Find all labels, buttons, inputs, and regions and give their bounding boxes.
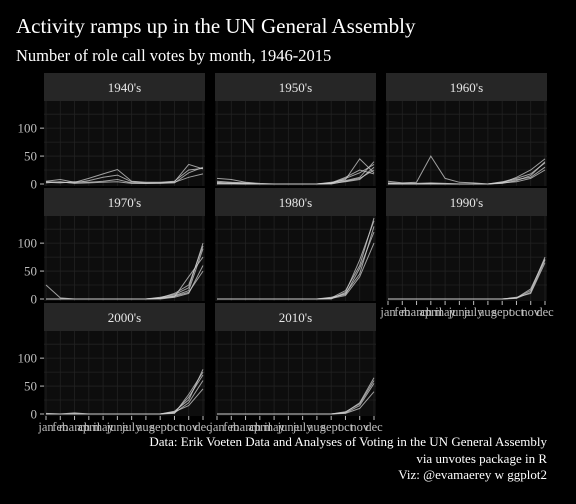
facet-strip-label: 1960's bbox=[450, 80, 483, 95]
y-tick-label: 100 bbox=[18, 121, 38, 136]
caption-line-source: Data: Erik Voeten Data and Analyses of V… bbox=[149, 434, 547, 449]
facet-strip-label: 1940's bbox=[108, 80, 141, 95]
facet-strip bbox=[215, 303, 376, 331]
x-tick-label: nov bbox=[350, 420, 370, 434]
x-tick-label: feb bbox=[394, 305, 410, 319]
panel-background bbox=[215, 331, 376, 416]
x-tick-label: jan bbox=[379, 305, 396, 319]
x-tick-label: june bbox=[448, 305, 471, 319]
y-tick-label: 100 bbox=[18, 351, 38, 366]
facet-strip-label: 1970's bbox=[108, 195, 141, 210]
facet-strip bbox=[44, 73, 205, 101]
x-tick-label: sept bbox=[321, 420, 342, 434]
x-tick-label: may bbox=[92, 420, 114, 434]
x-tick-label: dec bbox=[194, 420, 212, 434]
y-tick-label: 0 bbox=[31, 177, 38, 192]
panel-background bbox=[44, 216, 205, 301]
x-tick-label: aug bbox=[137, 420, 156, 434]
y-tick-label: 100 bbox=[18, 236, 38, 251]
panel-background bbox=[44, 331, 205, 416]
x-tick-label: july bbox=[121, 420, 142, 434]
series-line bbox=[45, 166, 204, 184]
panel-background bbox=[215, 216, 376, 301]
x-tick-label: april bbox=[419, 305, 442, 319]
y-tick-label: 50 bbox=[24, 264, 37, 279]
x-tick-label: may bbox=[263, 420, 285, 434]
facet-strip-label: 2000's bbox=[108, 310, 141, 325]
series-line bbox=[217, 169, 375, 185]
x-tick-label: july bbox=[292, 420, 313, 434]
facet-strip bbox=[44, 303, 205, 331]
x-tick-label: april bbox=[248, 420, 271, 434]
facet-strip-label: 2010's bbox=[279, 310, 312, 325]
panel-background bbox=[215, 101, 376, 186]
x-tick-label: july bbox=[463, 305, 484, 319]
x-tick-label: april bbox=[77, 420, 100, 434]
x-tick-label: nov bbox=[521, 305, 541, 319]
caption-line-credit: Viz: @evamaerey w ggplot2 bbox=[398, 467, 547, 482]
facet-strip-label: 1980's bbox=[279, 195, 312, 210]
y-tick-label: 0 bbox=[31, 292, 38, 307]
chart-subtitle: Number of role call votes by month, 1946… bbox=[16, 46, 332, 65]
x-tick-label: sept bbox=[150, 420, 171, 434]
facet-strip bbox=[44, 188, 205, 216]
facet-strip bbox=[215, 73, 376, 101]
facet-strip-label: 1950's bbox=[279, 80, 312, 95]
x-tick-label: feb bbox=[223, 420, 239, 434]
series-line bbox=[46, 371, 204, 415]
facet-strip bbox=[215, 188, 376, 216]
y-tick-label: 50 bbox=[24, 149, 37, 164]
series-line bbox=[388, 169, 546, 185]
x-tick-label: jan bbox=[37, 420, 54, 434]
panel-background bbox=[386, 216, 547, 301]
caption: Data: Erik Voeten Data and Analyses of V… bbox=[149, 434, 547, 484]
facet-strip bbox=[386, 188, 547, 216]
series-line bbox=[46, 270, 204, 300]
x-tick-label: march bbox=[401, 305, 433, 319]
x-tick-label: oct bbox=[509, 305, 525, 319]
series-line bbox=[388, 258, 546, 300]
x-tick-label: dec bbox=[536, 305, 554, 319]
x-tick-label: march bbox=[59, 420, 91, 434]
series-line bbox=[217, 391, 375, 415]
x-tick-label: feb bbox=[52, 420, 68, 434]
x-tick-label: june bbox=[277, 420, 300, 434]
x-tick-label: sept bbox=[492, 305, 513, 319]
y-tick-label: 50 bbox=[24, 379, 37, 394]
x-tick-label: may bbox=[434, 305, 456, 319]
caption-line-package: via unvotes package in R bbox=[416, 450, 547, 466]
x-tick-label: nov bbox=[179, 420, 199, 434]
series-line bbox=[387, 155, 546, 185]
facet-strip-label: 1990's bbox=[450, 195, 483, 210]
x-tick-label: oct bbox=[338, 420, 354, 434]
x-tick-label: march bbox=[230, 420, 262, 434]
x-tick-label: june bbox=[106, 420, 129, 434]
chart-title: Activity ramps up in the UN General Asse… bbox=[16, 14, 416, 38]
series-line bbox=[217, 242, 375, 300]
panel-background bbox=[44, 101, 205, 186]
panel-background bbox=[386, 101, 547, 186]
x-tick-label: aug bbox=[479, 305, 498, 319]
facet-strip bbox=[386, 73, 547, 101]
y-tick-label: 0 bbox=[31, 407, 38, 422]
x-tick-label: aug bbox=[308, 420, 327, 434]
x-tick-label: oct bbox=[167, 420, 183, 434]
x-tick-label: jan bbox=[208, 420, 225, 434]
x-tick-label: dec bbox=[365, 420, 383, 434]
